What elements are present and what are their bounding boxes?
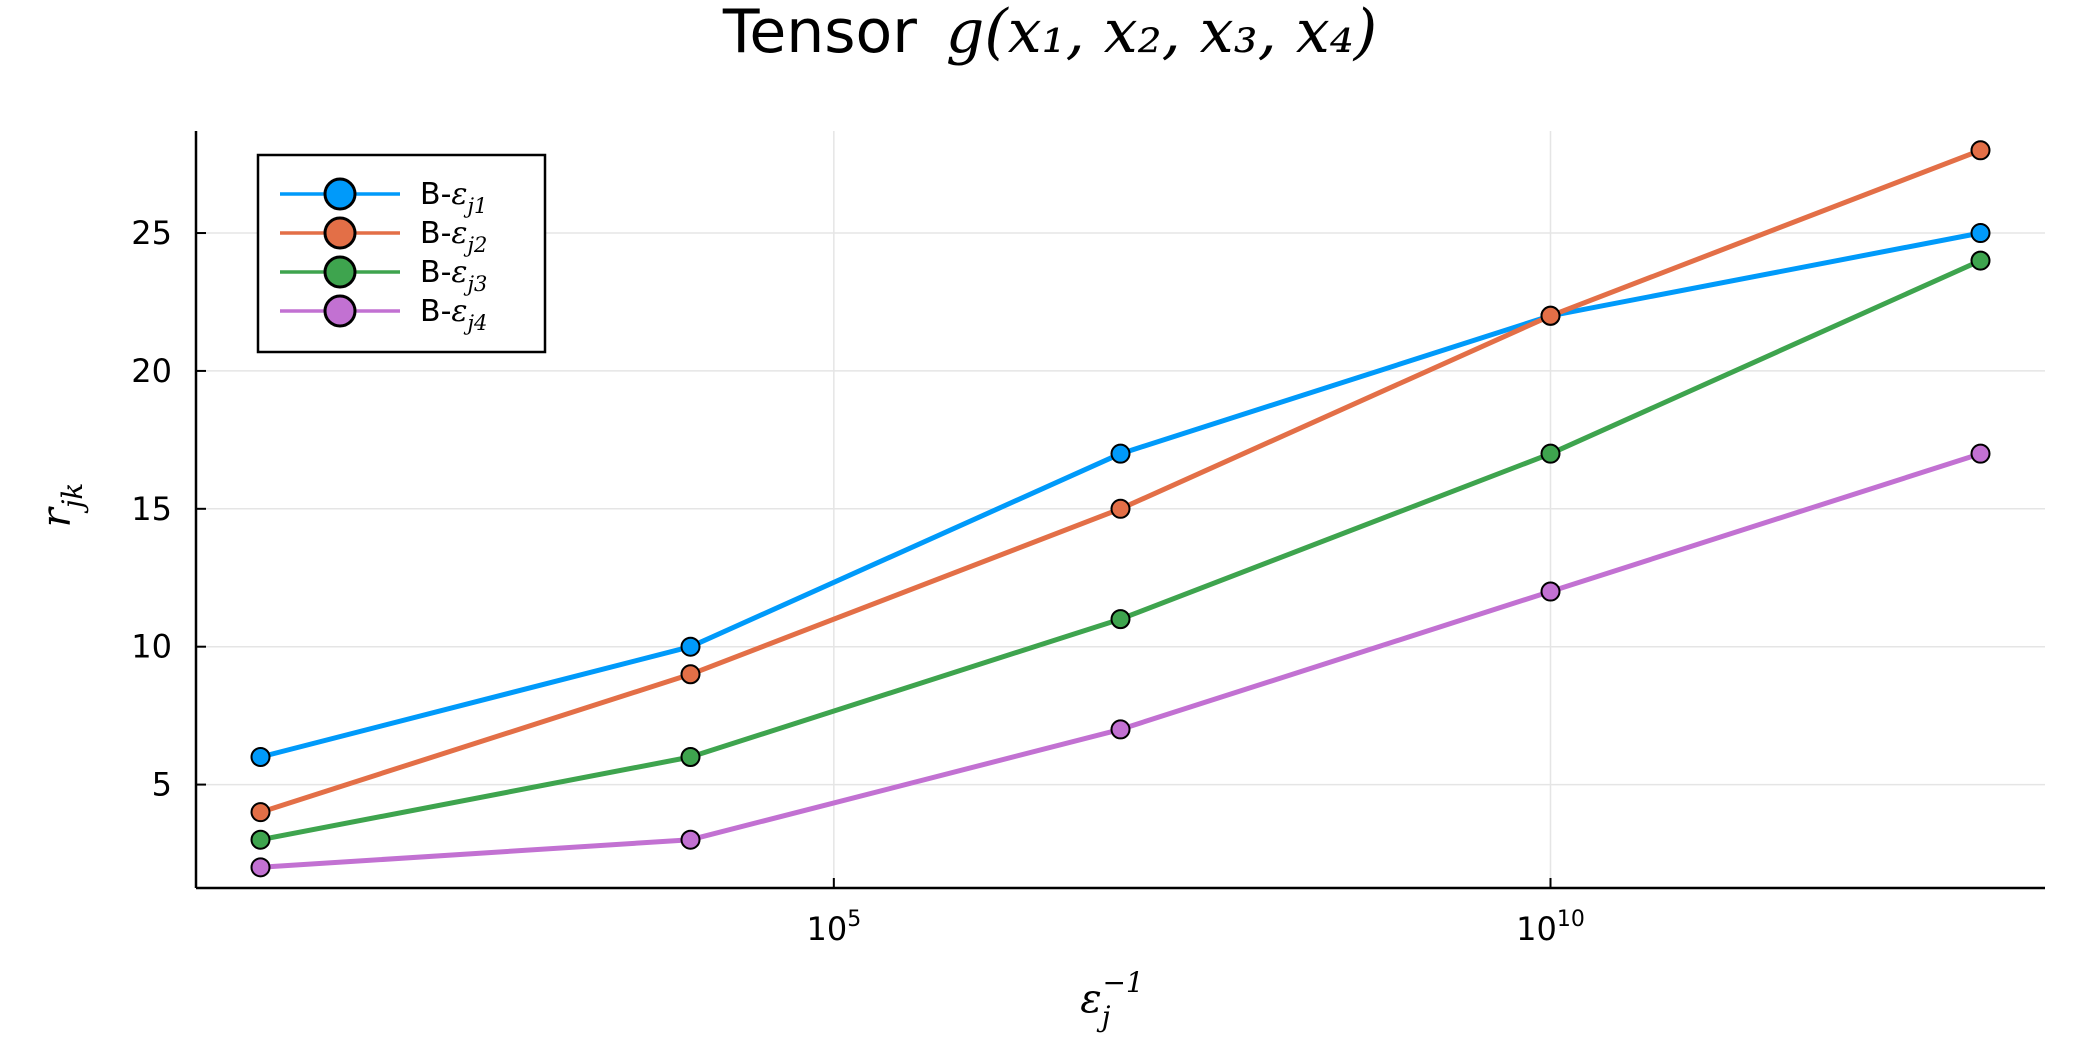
data-point-j1 xyxy=(1970,223,1991,244)
y-tick-label: 5 xyxy=(152,766,172,804)
legend-label-j3: B-εj3 xyxy=(420,255,487,296)
y-axis-label: rjk xyxy=(34,483,89,528)
data-point-j1 xyxy=(680,636,701,657)
y-tick-label: 20 xyxy=(131,352,172,390)
data-point-j4 xyxy=(250,857,271,878)
y-tick-label: 15 xyxy=(131,490,172,528)
data-point-j3 xyxy=(1110,609,1131,630)
legend-marker-j1 xyxy=(323,177,357,211)
data-point-j4 xyxy=(680,829,701,850)
data-point-j2 xyxy=(250,802,271,823)
legend-label-j2: B-εj2 xyxy=(420,216,487,257)
axes xyxy=(194,131,2045,890)
data-point-j3 xyxy=(1970,250,1991,271)
legend-label-j4: B-εj4 xyxy=(420,294,487,335)
y-tick-label: 25 xyxy=(131,214,172,252)
data-point-j4 xyxy=(1970,443,1991,464)
data-point-j4 xyxy=(1540,581,1561,602)
legend-marker-j2 xyxy=(323,216,357,250)
legend-marker-j3 xyxy=(323,255,357,289)
series-points xyxy=(250,140,1991,878)
data-point-j2 xyxy=(1970,140,1991,161)
x-tick-label: 105 xyxy=(806,907,861,948)
data-point-j2 xyxy=(1540,305,1561,326)
data-point-j3 xyxy=(680,747,701,768)
data-point-j3 xyxy=(250,829,271,850)
data-point-j1 xyxy=(1110,443,1131,464)
x-tick-label: 1010 xyxy=(1516,907,1585,948)
y-tick-label: 10 xyxy=(131,628,172,666)
x-axis-label: εj−1 xyxy=(1080,966,1143,1033)
tick-labels: 5 10 15 20 25 105 1010 xyxy=(131,214,1585,948)
legend-marker-j4 xyxy=(323,294,357,328)
legend-label-j1: B-εj1 xyxy=(420,177,487,218)
data-point-j1 xyxy=(250,747,271,768)
data-point-j2 xyxy=(680,664,701,685)
legend-box xyxy=(256,153,547,354)
data-point-j4 xyxy=(1110,719,1131,740)
data-point-j2 xyxy=(1110,498,1131,519)
data-point-j3 xyxy=(1540,443,1561,464)
chart-title: Tensor g(x₁, x₂, x₃, x₄) xyxy=(722,0,1377,67)
